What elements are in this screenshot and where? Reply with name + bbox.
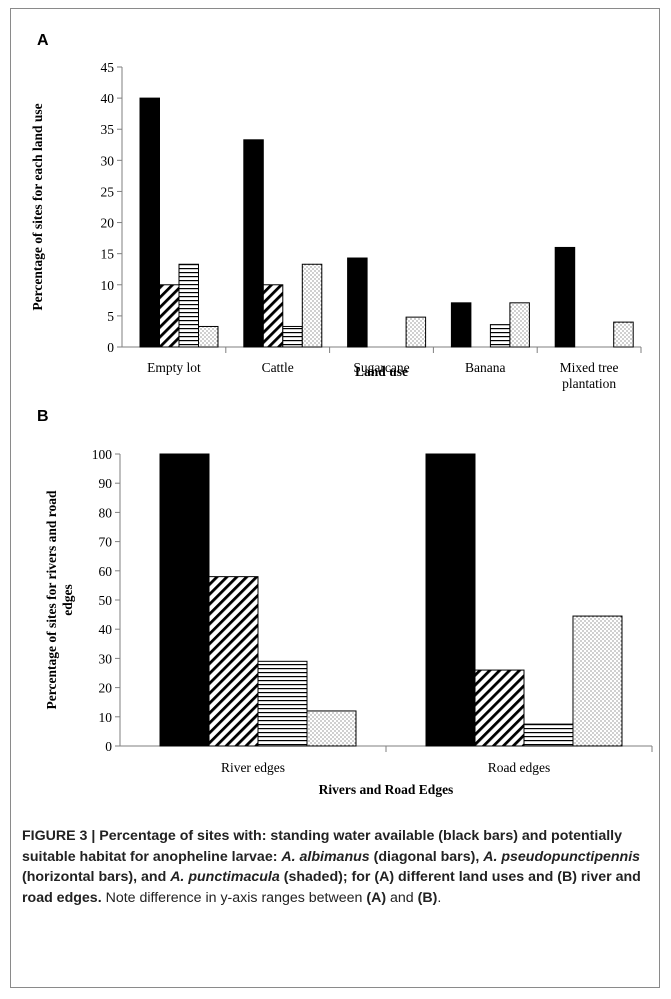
- chart-a-bar-0-horizontal: [178, 263, 199, 348]
- caption-note-b: (B): [417, 889, 438, 906]
- chart-b-y-tick-label-5: 50: [99, 593, 113, 608]
- chart-b-y-tick-label-9: 90: [99, 476, 113, 491]
- panel-b-letter: B: [37, 408, 49, 425]
- chart-b-y-tick-label-7: 70: [99, 535, 113, 550]
- chart-b-y-tick-label-10: 100: [92, 447, 113, 462]
- chart-a-y-tick-label-2: 10: [101, 278, 115, 293]
- chart-a-category-label-1: Cattle: [262, 360, 294, 375]
- caption-note-a: (A): [366, 889, 387, 906]
- chart-b-y-tick-label-2: 20: [99, 681, 113, 696]
- chart-a-bar-4-solid: [554, 246, 576, 348]
- chart-a-bar-4-dotted: [613, 321, 634, 348]
- chart-b-bar-0-diagonal: [208, 576, 259, 747]
- chart-b-category-label-0: River edges: [221, 760, 285, 775]
- chart-a-category-label-2: Sugarcane: [353, 360, 409, 375]
- chart-b-y-tick-label-1: 10: [99, 710, 113, 725]
- caption-species-3: A. punctimacula: [170, 869, 280, 885]
- chart-a-bar-3-solid: [450, 302, 472, 348]
- figure-frame: [10, 8, 660, 988]
- chart-b-layer: 0 10 20 30 40 50 60 70 80 90 100 River edges Road ed…: [44, 447, 653, 797]
- chart-a-bar-3-dotted: [509, 302, 530, 348]
- chart-a-y-tick-label-9: 45: [101, 60, 115, 75]
- chart-a-y-tick-label-0: 0: [107, 340, 114, 355]
- chart-b-bar-1-diagonal: [474, 669, 525, 747]
- panel-a-letter: A: [37, 32, 49, 49]
- chart-a-y-tick-label-3: 15: [101, 247, 115, 262]
- chart-a-bar-0-diagonal: [159, 284, 180, 348]
- chart-a-x-axis-label: Land use: [355, 364, 408, 379]
- chart-b-bar-1-horizontal: [523, 723, 574, 747]
- chart-a-y-tick-label-8: 40: [101, 91, 115, 106]
- chart-b-y-tick-label-8: 80: [99, 505, 113, 520]
- chart-b-bar-1-solid: [425, 453, 476, 747]
- chart-b-y-tick-label-4: 40: [99, 622, 113, 637]
- caption-note: Note difference in y-axis ranges between: [101, 889, 367, 906]
- chart-b-x-axis-label: Rivers and Road Edges: [319, 782, 454, 797]
- chart-a-layer: 0 5 10 15 20 25 30 35 40 45 Empty lot Cattle Sugarca…: [30, 60, 642, 391]
- chart-a-category-label-4: Mixed tree: [560, 360, 619, 375]
- chart-b-y-axis-label-line-1: edges: [60, 584, 75, 616]
- chart-a-category-label-0: Empty lot: [147, 360, 201, 375]
- chart-a-category-label-4-line-1: plantation: [562, 376, 616, 391]
- chart-a-bar-1-dotted: [301, 263, 323, 348]
- chart-a-bar-0-dotted: [198, 325, 219, 348]
- caption-species-2: A. pseudopunctipennis: [483, 848, 641, 865]
- figure-caption: FIGURE 3 | Percentage of sites with: sta…: [22, 828, 641, 906]
- caption-species-1: A. albimanus: [281, 848, 370, 865]
- chart-b-y-axis-label: Percentage of sites for rivers and road: [44, 490, 59, 709]
- chart-a-bar-3-horizontal: [489, 324, 511, 348]
- chart-a-y-tick-label-5: 25: [101, 184, 115, 199]
- chart-a-category-label-3: Banana: [465, 360, 505, 375]
- chart-a-y-tick-label-6: 30: [101, 153, 115, 168]
- chart-a-bar-1-solid: [243, 139, 264, 348]
- chart-a-bar-2-dotted: [405, 316, 427, 348]
- chart-a-bar-2-solid: [347, 257, 368, 348]
- chart-a-bar-1-horizontal: [282, 325, 303, 348]
- chart-a-bar-0-solid: [139, 97, 160, 348]
- chart-a-y-axis-label: Percentage of sites for each land use: [30, 103, 45, 310]
- chart-a-y-tick-label-1: 5: [107, 309, 114, 324]
- chart-b-bar-0-dotted: [306, 710, 357, 747]
- chart-b-y-tick-label-3: 30: [99, 651, 113, 666]
- chart-b-category-label-1: Road edges: [488, 760, 551, 775]
- chart-b-bar-0-solid: [159, 453, 210, 747]
- chart-b-y-tick-label-6: 60: [99, 564, 113, 579]
- chart-a-y-tick-label-4: 20: [101, 216, 115, 231]
- caption-title: FIGURE 3 | Percentage of sites with: sta…: [22, 828, 641, 906]
- chart-a-bar-1-diagonal: [262, 284, 284, 348]
- chart-b-bar-0-horizontal: [257, 660, 308, 747]
- chart-b-bar-1-dotted: [572, 615, 623, 747]
- chart-a-y-tick-label-7: 35: [101, 122, 115, 137]
- chart-b-y-tick-label-0: 0: [105, 739, 112, 754]
